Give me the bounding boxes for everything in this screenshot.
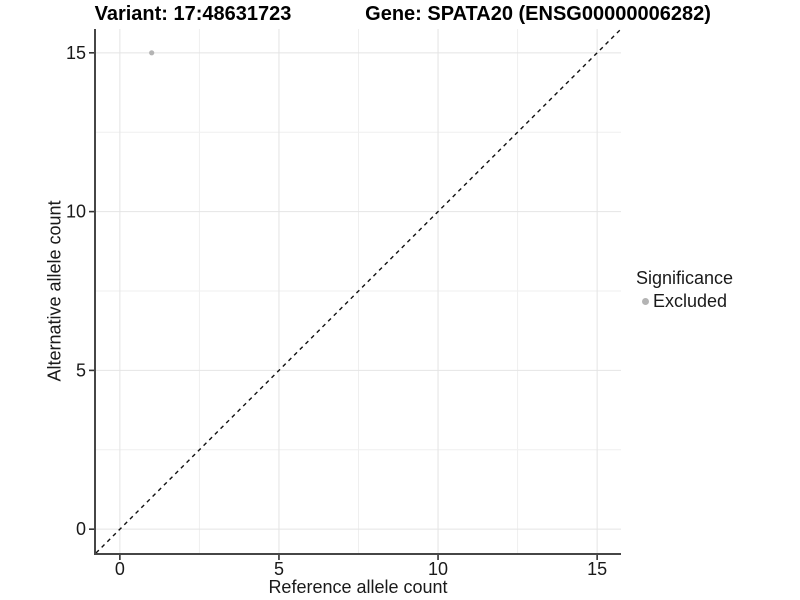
legend-item-label: Excluded [653, 291, 728, 311]
y-axis-title: Alternative allele count [44, 200, 65, 382]
x-tick-label: 15 [587, 559, 607, 579]
data-point-excluded [149, 50, 155, 56]
y-tick-label: 0 [76, 519, 86, 539]
legend: Significance Excluded [636, 268, 733, 312]
y-tick-label: 15 [66, 43, 86, 63]
y-tick-label: 10 [66, 202, 86, 222]
gene-title: Gene: SPATA20 (ENSG00000006282) [365, 3, 711, 25]
x-tick-label: 10 [428, 559, 448, 579]
legend-key-dot-icon [642, 298, 649, 305]
identity-dashed-line [95, 28, 622, 554]
variant-title: Variant: 17:48631723 [94, 3, 292, 25]
y-tick-label: 5 [76, 360, 86, 380]
x-tick-label: 0 [115, 559, 125, 579]
legend-item-excluded: Excluded [636, 291, 733, 312]
x-axis-title: Reference allele count [268, 577, 448, 597]
legend-title: Significance [636, 268, 734, 288]
x-tick-label: 5 [274, 559, 284, 579]
